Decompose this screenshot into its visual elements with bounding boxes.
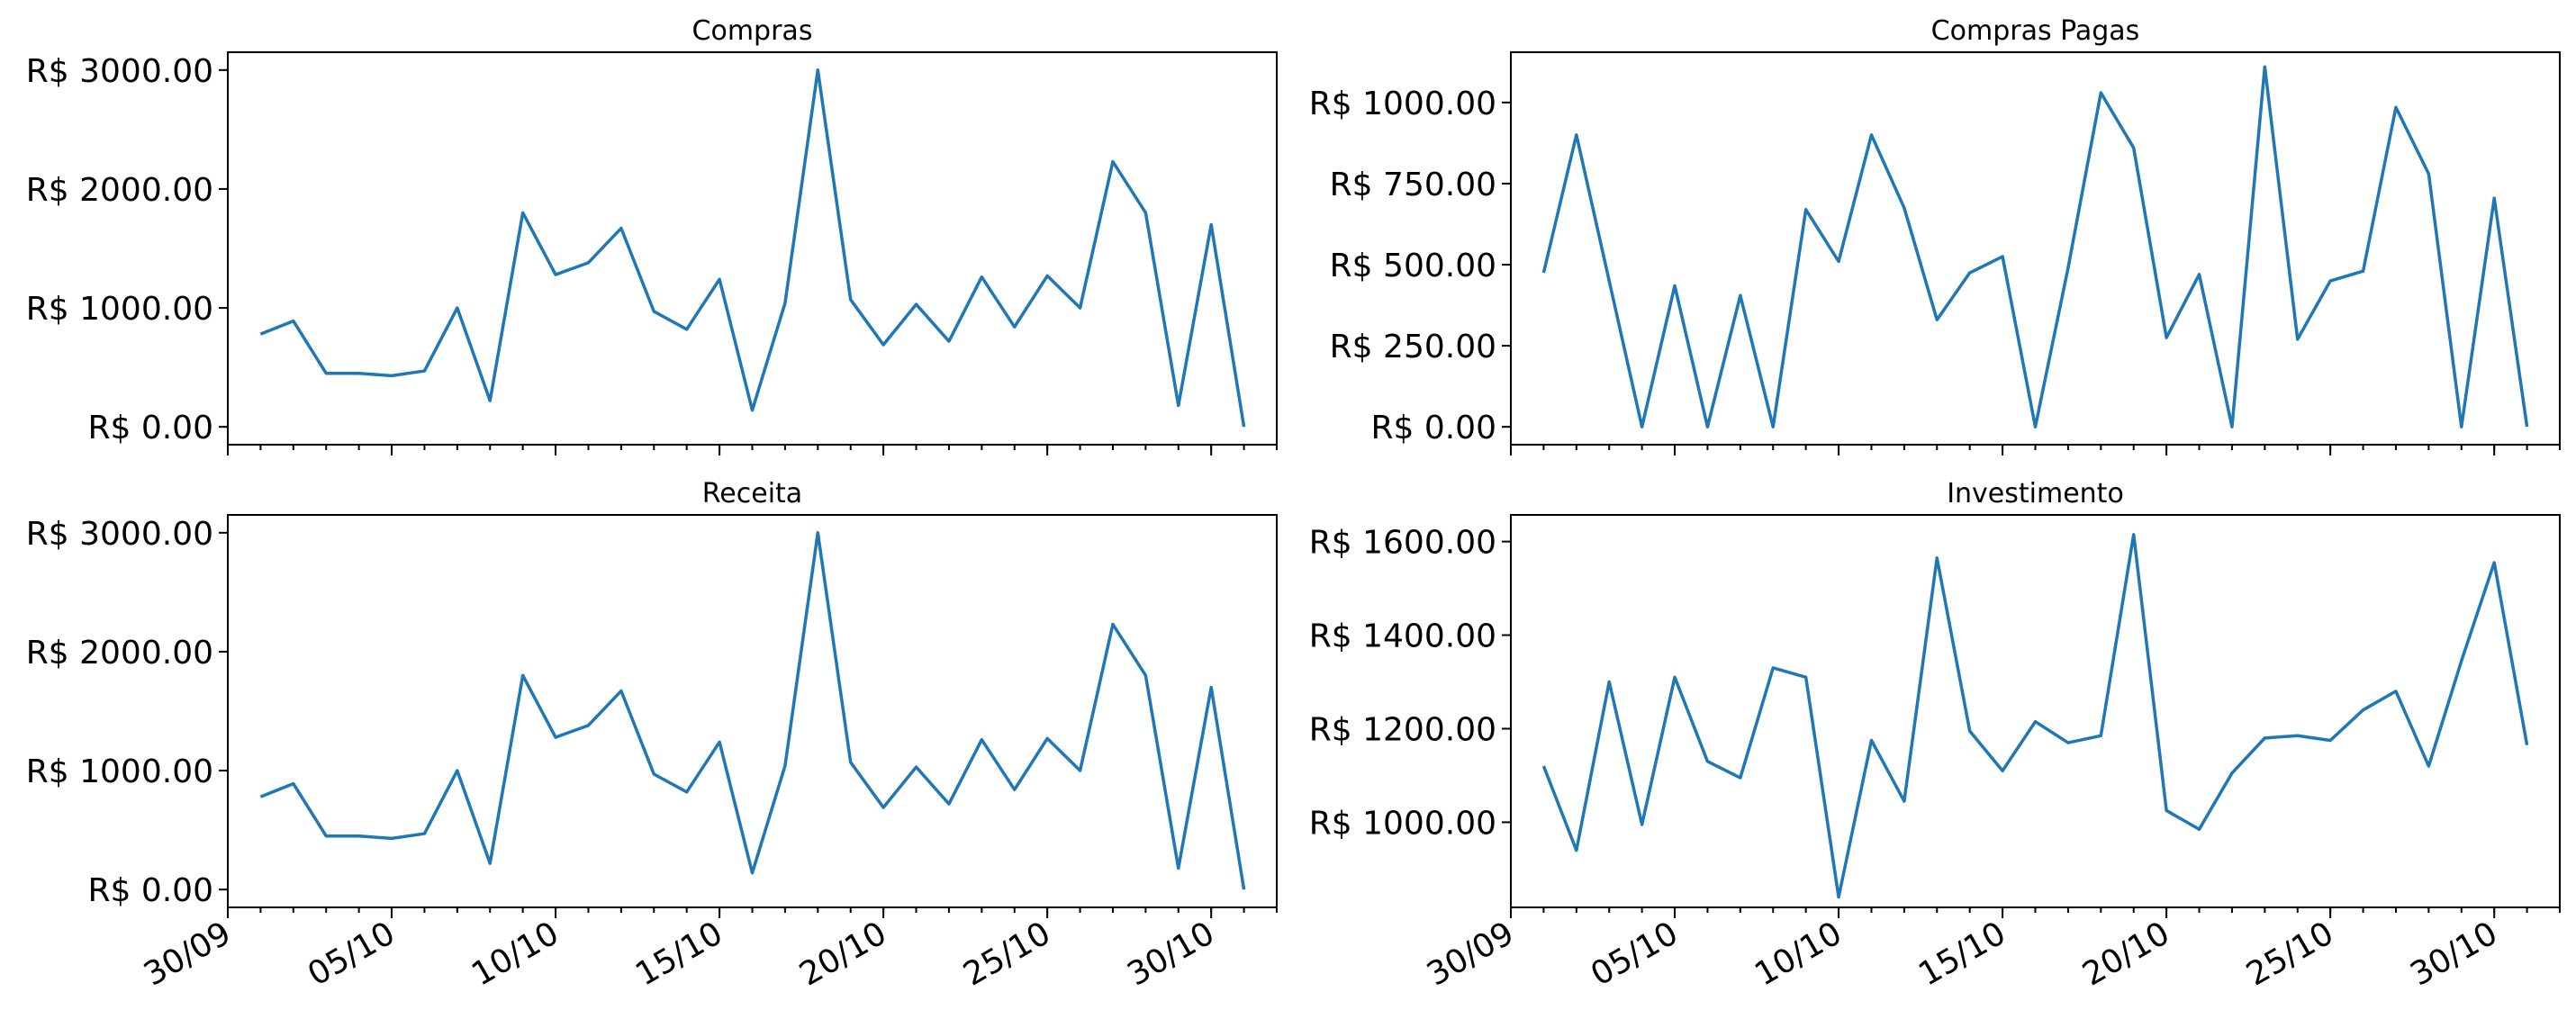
y-tick-label: R$ 1400.00 xyxy=(1309,618,1496,655)
y-tick-label: R$ 0.00 xyxy=(1370,410,1496,446)
x-tick-label: 30/10 xyxy=(1121,915,1220,993)
x-tick-label: 10/10 xyxy=(465,915,565,993)
axes-frame xyxy=(227,51,1278,446)
y-tick-label: R$ 0.00 xyxy=(87,410,213,446)
y-tick-label: R$ 2000.00 xyxy=(26,635,213,672)
y-tick-label: R$ 750.00 xyxy=(1330,167,1496,203)
x-tick-label: 20/10 xyxy=(2076,915,2175,993)
x-tick-label: 25/10 xyxy=(2240,915,2339,993)
y-tick-label: R$ 250.00 xyxy=(1330,329,1496,365)
y-tick-label: R$ 1200.00 xyxy=(1309,711,1496,748)
x-tick-label: 15/10 xyxy=(629,915,728,993)
y-tick-label: R$ 1000.00 xyxy=(26,753,213,790)
axes-frame xyxy=(1510,51,2561,446)
x-tick-label: 25/10 xyxy=(957,915,1056,993)
y-tick-label: R$ 500.00 xyxy=(1330,248,1496,284)
y-tick-label: R$ 3000.00 xyxy=(26,53,213,90)
y-tick-label: R$ 1000.00 xyxy=(1309,86,1496,122)
x-tick-label: 30/10 xyxy=(2404,915,2503,993)
chart-panel-3: Receita R$ 0.00 R$ 1000.00 R$ 2000.00 R$ 300… xyxy=(26,478,1278,994)
x-tick-label: 10/10 xyxy=(1749,915,1848,993)
y-tick-label: R$ 1600.00 xyxy=(1309,525,1496,562)
chart-panel-4: Investimento R$ 1000.00 R$ 1200.00 R$ 1400.… xyxy=(1309,478,2561,994)
series-line xyxy=(259,68,1246,428)
chart-title: Compras xyxy=(692,15,813,47)
series-line xyxy=(1541,533,2529,899)
x-tick-label: 30/09 xyxy=(138,915,237,993)
series-line xyxy=(259,531,1246,890)
y-tick-label: R$ 2000.00 xyxy=(26,172,213,209)
chart-panel-1: Compras R$ 0.00 R$ 1000.00 R$ 2000.00 R$ 300… xyxy=(26,15,1278,455)
chart-title: Receita xyxy=(702,478,802,510)
chart-title: Investimento xyxy=(1947,478,2124,510)
x-tick-label: 30/09 xyxy=(1421,915,1520,993)
x-tick-label: 05/10 xyxy=(1585,915,1684,993)
series-line xyxy=(1541,65,2529,428)
x-tick-label: 05/10 xyxy=(302,915,401,993)
x-tick-label: 20/10 xyxy=(793,915,892,993)
x-tick-label: 15/10 xyxy=(1912,915,2011,993)
y-tick-label: R$ 0.00 xyxy=(87,872,213,909)
chart-panel-2: Compras Pagas R$ 0.00 R$ 250.00 R$ 500.00 R$… xyxy=(1309,15,2561,455)
y-tick-label: R$ 1000.00 xyxy=(26,291,213,328)
y-tick-label: R$ 3000.00 xyxy=(26,516,213,553)
axes-frame xyxy=(227,514,1278,908)
chart-title: Compras Pagas xyxy=(1931,15,2140,47)
y-tick-label: R$ 1000.00 xyxy=(1309,805,1496,842)
